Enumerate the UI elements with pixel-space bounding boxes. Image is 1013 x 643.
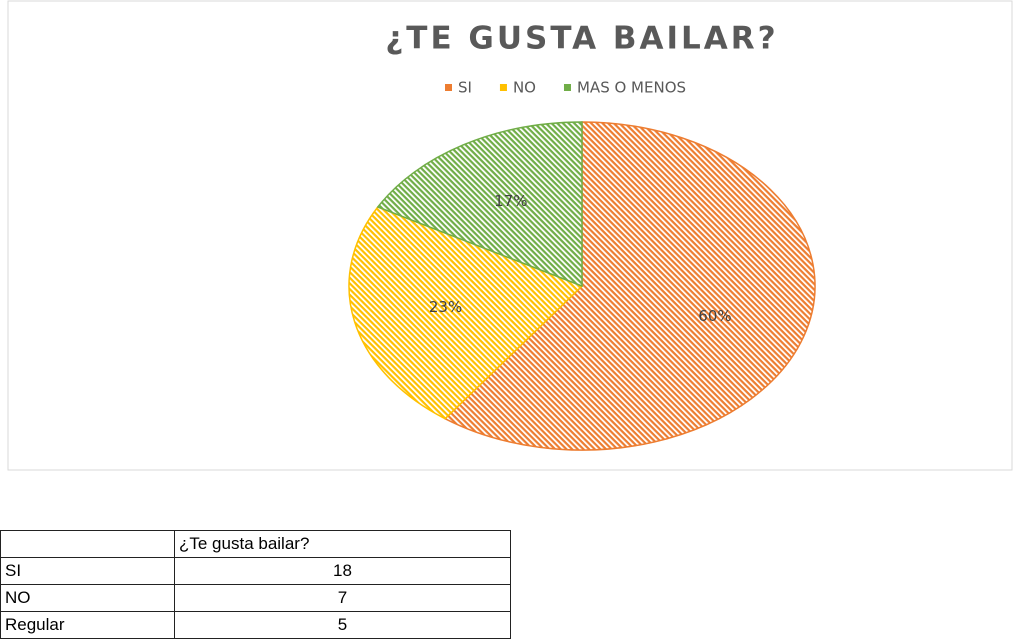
pie-slice (348, 206, 584, 420)
chart-title: ¿TE GUSTA BAILAR? (385, 21, 778, 57)
legend: SI NO MAS O MENOS (445, 79, 686, 97)
pie: 60% 23% 17% (348, 121, 816, 451)
table-cell: 7 (174, 584, 511, 612)
data-label: 17% (494, 192, 527, 210)
chart: ¿TE GUSTA BAILAR? SI NO MAS O MENOS 60% 23%… (7, 0, 1013, 471)
table-cell: ¿Te gusta bailar? (174, 530, 511, 558)
data-label: 60% (698, 307, 731, 325)
legend-label: NO (513, 79, 536, 97)
table-cell: SI (0, 557, 175, 585)
table-row: SI 18 (0, 557, 511, 585)
legend-marker (499, 84, 507, 91)
data-label: 23% (429, 298, 462, 316)
table-cell (0, 530, 175, 558)
table-cell: 5 (174, 611, 511, 639)
table-row: Regular 5 (0, 611, 511, 639)
pie-slice (376, 121, 583, 288)
data-table: ¿Te gusta bailar? SI 18 NO 7 Regular 5 (0, 530, 511, 639)
table-cell: 18 (174, 557, 511, 585)
table-row: NO 7 (0, 584, 511, 612)
pie-slice (443, 121, 816, 451)
legend-label: SI (458, 79, 472, 97)
legend-label: MAS O MENOS (577, 79, 686, 97)
table-row: ¿Te gusta bailar? (0, 530, 511, 558)
legend-marker (445, 84, 452, 91)
table-cell: Regular (0, 611, 175, 639)
legend-marker (563, 84, 571, 91)
table-cell: NO (0, 584, 175, 612)
